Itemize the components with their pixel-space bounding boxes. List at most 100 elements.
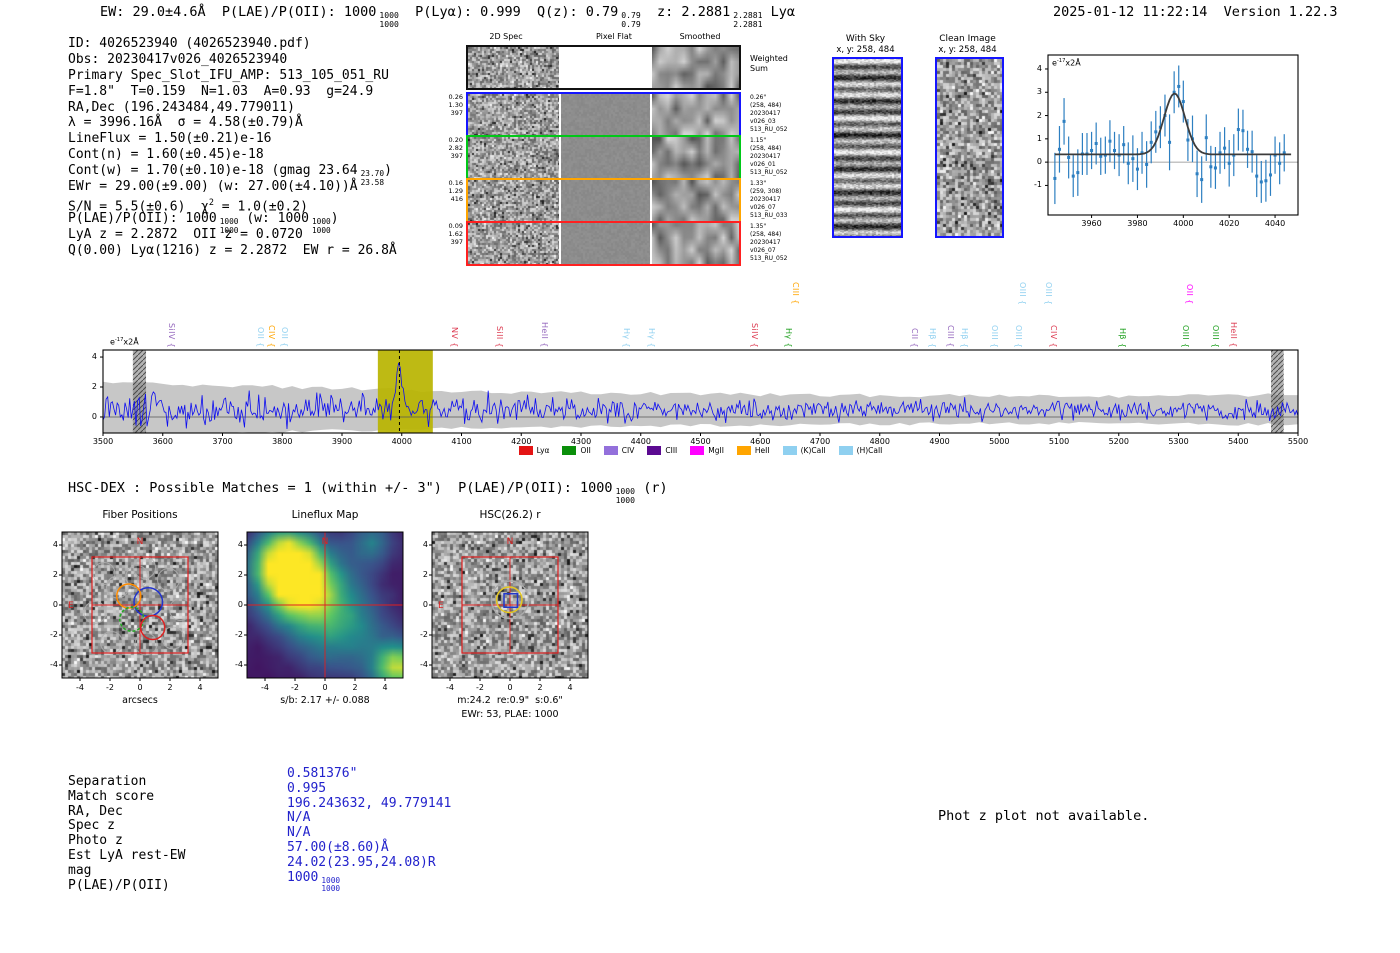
sky-panel-coords: x, y: 258, 484	[938, 45, 997, 55]
map-y-tick: -4	[50, 660, 58, 669]
map-panel-xlabel: m:24.2 re:0.9" s:0.6"	[457, 695, 563, 706]
legend-swatch	[562, 446, 577, 455]
map-x-tick: 2	[352, 683, 358, 692]
cutout-row-left-labels: 0.26 1.30 397	[448, 93, 463, 117]
map-x-tick: -2	[476, 683, 484, 692]
emission-line-label: Hβ {	[928, 327, 937, 348]
map-y-tick: 4	[237, 540, 243, 549]
match-table-label: Match score	[68, 788, 155, 804]
emission-line-label: HeII {	[540, 322, 549, 348]
spectrum-x-tick: 4500	[690, 437, 711, 446]
emission-line-label: OIII {	[1181, 324, 1190, 348]
map-panel-title: Fiber Positions	[102, 509, 178, 521]
spectrum-x-tick: 4300	[570, 437, 592, 446]
spectrum-x-tick: 5100	[1048, 437, 1070, 446]
emission-line-label: CIV {	[1049, 324, 1058, 348]
emission-line-label: CIII {	[946, 325, 955, 348]
spec2d-image	[468, 94, 559, 135]
cutout-row-right-labels: 1.35" (258, 484) 20230417 v026_07 513_RU…	[750, 223, 788, 263]
spectrum-y-tick: 2	[91, 382, 97, 391]
match-table-value: 57.00(±8.60)Å	[287, 840, 389, 855]
spectrum-x-tick: 4900	[929, 437, 950, 446]
svg-text:E: E	[438, 601, 444, 611]
emission-line-label: OIII {	[990, 324, 999, 348]
legend-item: MgII	[690, 446, 724, 455]
map-panel-overlay: NE	[59, 531, 219, 681]
map-panel-title: Lineflux Map	[291, 509, 359, 521]
cutout-row-left-labels: 0.16 1.29 416	[448, 179, 463, 203]
emission-line-label: OIII {	[1211, 324, 1220, 348]
match-table-value: 0.995	[287, 780, 327, 796]
pixel-flat-image	[561, 94, 650, 135]
legend-label: HeII	[754, 446, 770, 455]
fit-x-tick: 4040	[1264, 219, 1286, 228]
match-table-label: Spec z	[68, 818, 115, 834]
map-y-tick: 0	[237, 600, 243, 609]
info-line: ID: 4026523940 (4026523940.pdf)	[68, 36, 311, 51]
cutout-row	[466, 45, 741, 90]
fit-ylabel: e-17x2Å	[1052, 58, 1081, 68]
emission-line-label: SiIV {	[167, 322, 176, 348]
spectrum-x-tick: 3600	[152, 437, 173, 446]
legend-swatch	[736, 446, 751, 455]
spectrum-legend: Lyα OII CIV CIII MgII HeII (K)CaII (H)CaII	[103, 446, 1298, 455]
legend-swatch	[647, 446, 662, 455]
pixel-flat-image	[561, 180, 650, 221]
spectrum-x-tick: 4600	[750, 437, 771, 446]
info-line: Primary Spec_Slot_IFU_AMP: 513_105_051_R…	[68, 67, 389, 83]
fit-y-tick: 4	[1036, 63, 1042, 73]
spectrum-x-tick: 5400	[1228, 437, 1249, 446]
match-table-value: 196.243632, 49.779141	[287, 795, 452, 811]
emission-line-label: OII {	[280, 327, 289, 348]
map-x-tick: 0	[137, 683, 143, 692]
emission-line-label: CIII {	[791, 282, 800, 305]
legend-item: (K)CaII	[782, 446, 826, 455]
spectrum-x-tick: 5200	[1108, 437, 1129, 446]
emission-line-label: CII {	[910, 328, 919, 348]
map-x-tick: 0	[322, 683, 328, 692]
cutout-row	[466, 135, 741, 180]
legend-label: CIV	[621, 446, 635, 455]
legend-item: HeII	[736, 446, 770, 455]
emission-line-label: CIV {	[267, 324, 276, 348]
map-y-tick: 2	[237, 570, 243, 579]
emission-line-label: OII {	[1185, 284, 1194, 305]
info-line: λ = 3996.16Å σ = 4.58(±0.79)Å	[68, 115, 303, 131]
cutout-row-left-labels: 0.20 2.82 397	[448, 136, 463, 160]
map-x-tick: 0	[507, 683, 513, 692]
spec2d-image	[468, 180, 559, 221]
map-y-tick: 4	[422, 540, 428, 549]
match-table-label: mag	[68, 862, 92, 878]
emission-line-label: OII {	[256, 327, 265, 348]
spectrum-x-tick: 3800	[272, 437, 293, 446]
svg-text:N: N	[322, 537, 329, 547]
info-line: LineFlux = 1.50(±0.21)e-16	[68, 131, 272, 147]
emission-line-label: HeII {	[1229, 322, 1238, 348]
summary-header: EW: 29.0±4.6Å P(LAE)/P(OII): 1000 1000 100…	[100, 4, 795, 30]
map-x-tick: 4	[567, 683, 573, 692]
cutout-col-header: Smoothed	[679, 32, 721, 41]
pixel-flat-image	[561, 223, 650, 264]
info-line: EWr = 29.00(±9.00) (w: 27.00(±4.10))Å	[68, 179, 358, 195]
svg-text:E: E	[68, 601, 74, 611]
emission-line-label: NV {	[450, 327, 459, 348]
fit-plot-canvas	[1045, 54, 1299, 218]
match-table-value: 0.581376"	[287, 766, 358, 781]
sky-panel-title: Clean Image	[939, 34, 996, 44]
info-line: F=1.8" T=0.159 N=1.03 A=0.93 g=24.9	[68, 83, 374, 99]
fit-y-tick: 3	[1036, 87, 1042, 97]
map-x-tick: -2	[291, 683, 299, 692]
smoothed-image	[652, 47, 739, 88]
cutout-row-right-labels: 1.15" (258, 484) 20230417 v026_01 513_RU…	[750, 137, 788, 177]
emission-line-label: SiIV {	[750, 322, 759, 348]
cutout-row-right-labels: 0.26" (258, 484) 20230417 v026_03 513_RU…	[750, 94, 788, 134]
map-panel-overlay: N	[244, 531, 404, 681]
map-x-tick: -4	[261, 683, 269, 692]
fit-y-tick: -1	[1034, 180, 1042, 190]
legend-item: (H)CaII	[838, 446, 882, 455]
legend-item: Lyα	[518, 446, 549, 455]
sky-panel-coords: x, y: 258, 484	[836, 45, 895, 55]
cutout-row-left-labels: 0.09 1.62 397	[448, 222, 463, 246]
map-x-tick: -4	[76, 683, 84, 692]
